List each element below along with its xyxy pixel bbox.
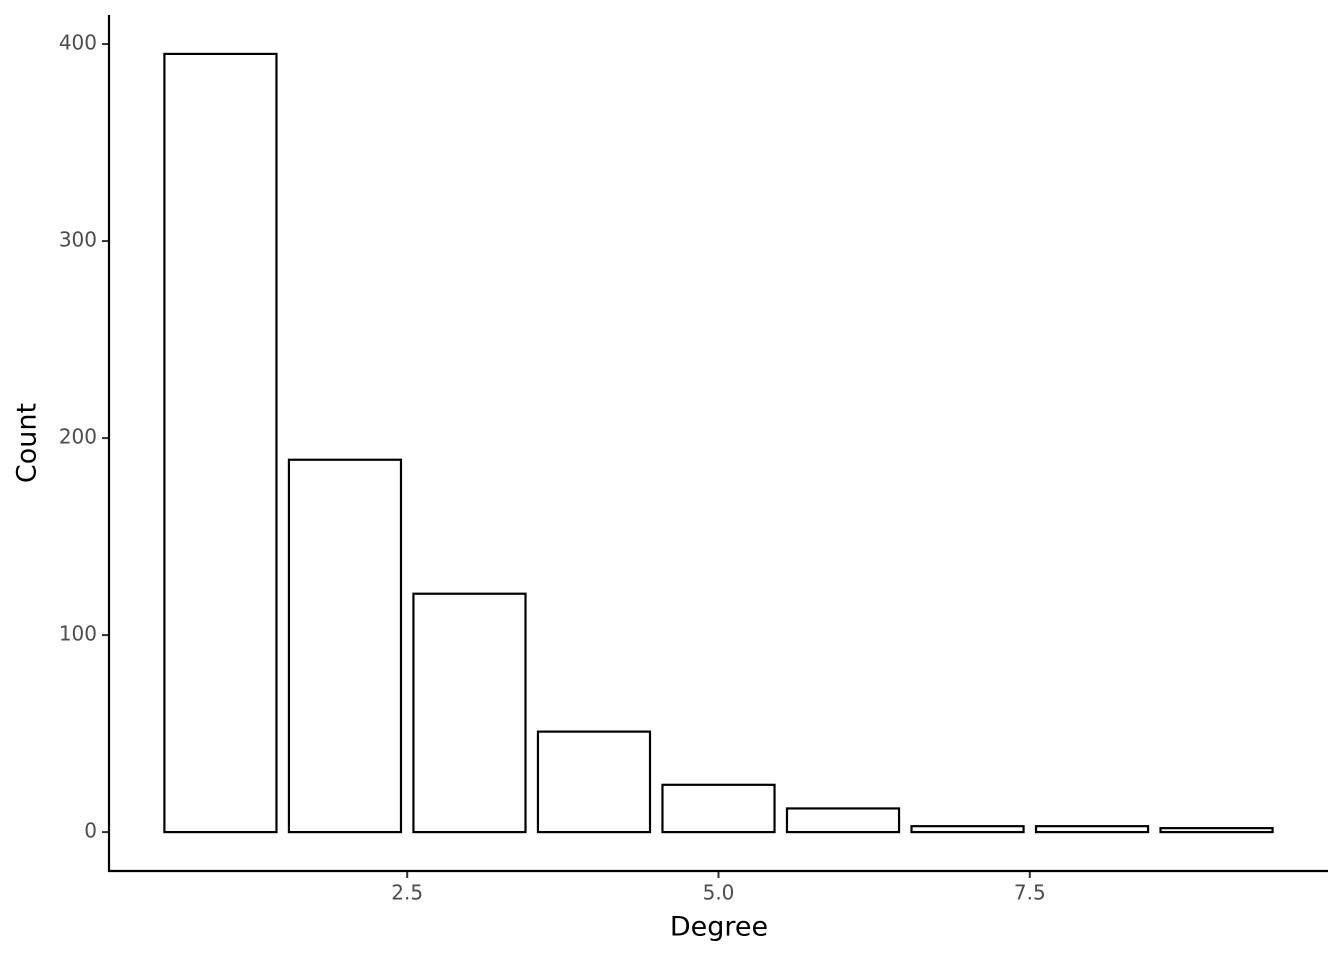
y-tick-label: 100 bbox=[59, 622, 97, 646]
x-tick-label: 7.5 bbox=[1014, 881, 1046, 905]
bar bbox=[163, 52, 278, 834]
x-axis-title: Degree bbox=[670, 912, 768, 943]
bar bbox=[1159, 827, 1274, 834]
bar bbox=[412, 592, 527, 834]
bar bbox=[785, 807, 901, 834]
y-tick-label: 400 bbox=[59, 31, 97, 55]
y-axis-title: Count bbox=[12, 403, 43, 483]
bar bbox=[1034, 825, 1150, 834]
y-tick-label: 200 bbox=[59, 425, 97, 449]
bar bbox=[661, 783, 776, 834]
x-tick-label: 2.5 bbox=[391, 881, 423, 905]
bar bbox=[910, 825, 1025, 834]
y-tick-label: 300 bbox=[59, 228, 97, 252]
bar bbox=[536, 730, 652, 834]
y-tick-label: 0 bbox=[84, 819, 97, 843]
bar bbox=[287, 458, 403, 834]
x-tick-label: 5.0 bbox=[703, 881, 735, 905]
